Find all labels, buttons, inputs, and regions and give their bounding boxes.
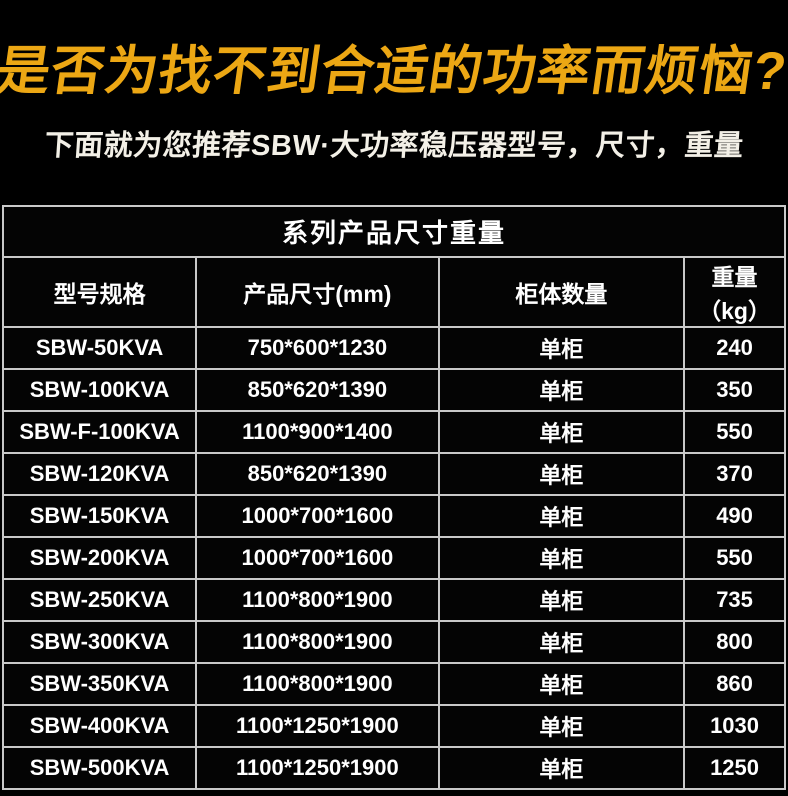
table-row: SBW-200KVA 1000*700*1600 单柜 550 (1, 535, 786, 580)
cell-cabinets: 单柜 (437, 661, 686, 706)
cell-size: 1100*1250*1900 (195, 745, 440, 790)
cell-model: SBW-50KVA (1, 325, 198, 370)
cell-weight: 550 (683, 409, 786, 454)
cell-model: SBW-200KVA (1, 535, 198, 580)
cell-size: 1000*700*1600 (195, 493, 440, 538)
cell-size: 850*620*1390 (195, 367, 440, 412)
table-body: SBW-50KVA 750*600*1230 单柜 240 SBW-100KVA… (1, 325, 786, 790)
table-caption: 系列产品尺寸重量 (2, 204, 786, 258)
cell-model: SBW-120KVA (1, 451, 198, 496)
cell-cabinets: 单柜 (437, 535, 686, 580)
page-subtitle: 下面就为您推荐SBW·大功率稳压器型号，尺寸，重量 (43, 129, 745, 162)
cell-size: 1100*800*1900 (195, 577, 440, 622)
cell-weight: 800 (683, 619, 786, 664)
cell-model: SBW-350KVA (1, 661, 198, 706)
table-row: SBW-400KVA 1100*1250*1900 单柜 1030 (1, 703, 786, 748)
cell-weight: 490 (683, 493, 786, 538)
cell-size: 1100*1250*1900 (195, 703, 440, 748)
cell-weight: 550 (683, 535, 786, 580)
table-row: SBW-50KVA 750*600*1230 单柜 240 (1, 325, 786, 370)
table-row: SBW-350KVA 1100*800*1900 单柜 860 (1, 661, 786, 706)
cell-cabinets: 单柜 (437, 493, 686, 538)
cell-size: 750*600*1230 (195, 325, 440, 370)
table-row: SBW-100KVA 850*620*1390 单柜 350 (1, 367, 786, 412)
cell-model: SBW-300KVA (1, 619, 198, 664)
cell-weight: 735 (683, 577, 786, 622)
cell-cabinets: 单柜 (437, 325, 686, 370)
cell-weight: 1250 (683, 745, 786, 790)
cell-weight: 860 (683, 661, 786, 706)
table-row: SBW-F-100KVA 1100*900*1400 单柜 550 (1, 409, 786, 454)
cell-size: 1100*800*1900 (195, 619, 440, 664)
cell-model: SBW-F-100KVA (1, 409, 198, 454)
col-header-size: 产品尺寸(mm) (195, 255, 440, 328)
table-caption-row: 系列产品尺寸重量 (2, 204, 786, 258)
cell-weight: 1030 (683, 703, 786, 748)
cell-model: SBW-400KVA (1, 703, 198, 748)
cell-model: SBW-100KVA (1, 367, 198, 412)
cell-size: 1100*900*1400 (195, 409, 440, 454)
cell-model: SBW-500KVA (1, 745, 198, 790)
cell-cabinets: 单柜 (437, 451, 686, 496)
table-row: SBW-250KVA 1100*800*1900 单柜 735 (1, 577, 786, 622)
col-header-cabinets: 柜体数量 (437, 255, 686, 328)
table-row: SBW-120KVA 850*620*1390 单柜 370 (1, 451, 786, 496)
cell-cabinets: 单柜 (437, 409, 686, 454)
cell-size: 850*620*1390 (195, 451, 440, 496)
cell-model: SBW-250KVA (1, 577, 198, 622)
col-header-weight: 重量（kg） (683, 255, 786, 328)
table-row: SBW-150KVA 1000*700*1600 单柜 490 (1, 493, 786, 538)
cell-size: 1000*700*1600 (195, 535, 440, 580)
cell-cabinets: 单柜 (437, 619, 686, 664)
cell-cabinets: 单柜 (437, 367, 686, 412)
col-header-model: 型号规格 (1, 255, 198, 328)
table-row: SBW-500KVA 1100*1250*1900 单柜 1250 (1, 745, 786, 790)
cell-size: 1100*800*1900 (195, 661, 440, 706)
cell-weight: 370 (683, 451, 786, 496)
cell-weight: 350 (683, 367, 786, 412)
cell-weight: 240 (683, 325, 786, 370)
page-title: 是否为找不到合适的功率而烦恼? (0, 42, 788, 101)
table-row: SBW-300KVA 1100*800*1900 单柜 800 (1, 619, 786, 664)
cell-cabinets: 单柜 (437, 703, 686, 748)
cell-cabinets: 单柜 (437, 745, 686, 790)
spec-table: 系列产品尺寸重量 型号规格 产品尺寸(mm) 柜体数量 重量（kg） SBW-5… (1, 204, 786, 790)
cell-cabinets: 单柜 (437, 577, 686, 622)
hero-banner: 是否为找不到合适的功率而烦恼? 下面就为您推荐SBW·大功率稳压器型号，尺寸，重… (0, 0, 788, 163)
cell-model: SBW-150KVA (1, 493, 198, 538)
table-header-row: 型号规格 产品尺寸(mm) 柜体数量 重量（kg） (1, 255, 786, 328)
